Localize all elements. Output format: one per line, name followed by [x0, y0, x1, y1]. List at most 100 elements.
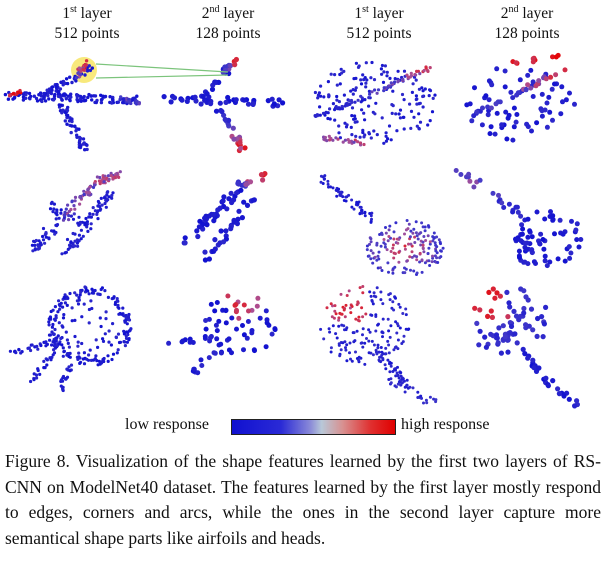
point-cloud-point — [540, 237, 546, 242]
point-cloud-point — [488, 331, 494, 337]
point-cloud-point — [371, 302, 375, 306]
point-cloud-point — [344, 348, 348, 352]
point-cloud-point — [79, 99, 83, 103]
point-cloud-point — [552, 231, 557, 237]
point-cloud-point — [232, 302, 238, 308]
point-cloud-point — [368, 242, 371, 246]
point-cloud-point — [432, 397, 436, 401]
point-cloud-point — [64, 250, 68, 254]
point-cloud-point — [522, 240, 528, 246]
point-cloud-point — [78, 94, 83, 99]
point-cloud-point — [407, 222, 411, 226]
point-cloud-point — [69, 130, 73, 135]
point-cloud-point — [382, 86, 386, 90]
point-cloud-point — [218, 228, 224, 234]
point-cloud-point — [350, 106, 355, 110]
point-cloud-point — [265, 98, 271, 104]
point-cloud-point — [115, 297, 119, 301]
point-cloud-point — [502, 334, 508, 340]
point-cloud-point — [356, 140, 360, 144]
point-cloud-point — [539, 113, 545, 119]
point-cloud-point — [530, 357, 536, 363]
point-cloud-point — [72, 212, 76, 216]
point-cloud-point — [375, 243, 379, 247]
point-cloud-point — [367, 89, 371, 93]
point-cloud-point — [97, 179, 101, 183]
point-cloud-point — [525, 124, 531, 130]
point-cloud-point — [360, 98, 364, 102]
point-cloud-point — [414, 97, 418, 102]
point-cloud-point — [107, 195, 111, 199]
point-cloud-point — [338, 136, 342, 140]
figure-caption: Figure 8. Visualization of the shape fea… — [5, 451, 601, 548]
point-cloud-point — [362, 142, 366, 147]
point-cloud-point — [519, 231, 525, 237]
point-cloud-point — [410, 250, 414, 254]
point-cloud-point — [127, 318, 131, 322]
point-cloud-point — [347, 289, 351, 293]
point-cloud-point — [96, 204, 100, 208]
point-cloud-point — [102, 356, 106, 361]
point-cloud-point — [110, 193, 114, 198]
point-cloud-point — [482, 334, 488, 340]
point-cloud-point — [330, 315, 334, 319]
point-cloud-point — [428, 264, 432, 267]
point-cloud-point — [423, 261, 427, 265]
point-cloud-point — [521, 305, 527, 312]
point-cloud-point — [505, 314, 511, 320]
point-cloud-point — [435, 235, 439, 239]
point-cloud-point — [93, 357, 97, 361]
point-cloud-point — [370, 339, 374, 343]
point-cloud-point — [331, 138, 335, 142]
point-cloud-point — [323, 177, 326, 181]
point-cloud-point — [90, 306, 94, 311]
point-cloud-point — [40, 99, 44, 104]
point-cloud-point — [107, 340, 111, 344]
point-cloud-point — [381, 335, 384, 339]
point-cloud-point — [543, 76, 549, 82]
point-cloud-point — [65, 237, 70, 242]
point-cloud-point — [61, 316, 66, 320]
point-cloud-point — [228, 190, 234, 196]
point-cloud-point — [70, 306, 74, 310]
point-cloud-point — [241, 332, 247, 338]
point-cloud-point — [415, 258, 419, 262]
point-cloud-point — [321, 182, 325, 185]
point-cloud-point — [323, 174, 327, 178]
point-cloud-point — [371, 251, 375, 255]
point-cloud-point — [65, 303, 69, 307]
point-cloud-point — [527, 228, 533, 234]
point-cloud-point — [208, 301, 214, 307]
point-cloud-point — [39, 343, 43, 348]
point-cloud-point — [38, 92, 42, 97]
point-cloud-point — [42, 366, 46, 370]
point-cloud-point — [117, 312, 121, 316]
point-cloud-point — [539, 314, 545, 320]
point-cloud-point — [489, 82, 495, 88]
point-cloud-point — [43, 99, 48, 103]
column-header-1-points: 512 points — [54, 25, 120, 42]
point-cloud-point — [525, 234, 531, 240]
point-cloud-point — [372, 294, 376, 298]
point-cloud-point — [103, 289, 107, 293]
point-cloud-point — [494, 110, 500, 116]
point-cloud-point — [467, 178, 473, 184]
point-cloud-point — [76, 244, 80, 248]
point-cloud-point — [337, 100, 341, 104]
point-cloud-point — [343, 340, 347, 344]
point-cloud-point — [198, 101, 204, 107]
point-cloud-point — [125, 322, 129, 326]
point-cloud-point — [272, 327, 278, 333]
point-cloud-point — [356, 300, 360, 304]
point-cloud-point — [412, 115, 416, 119]
point-cloud-point — [525, 355, 531, 361]
point-cloud-point — [322, 95, 326, 99]
point-cloud-point — [59, 211, 63, 215]
point-cloud-point — [238, 187, 244, 193]
point-cloud-point — [389, 361, 393, 365]
point-cloud-point — [365, 244, 369, 248]
point-cloud-point — [524, 246, 529, 252]
point-cloud-point — [51, 98, 56, 102]
point-cloud-point — [218, 350, 224, 356]
point-cloud-point — [514, 340, 520, 346]
